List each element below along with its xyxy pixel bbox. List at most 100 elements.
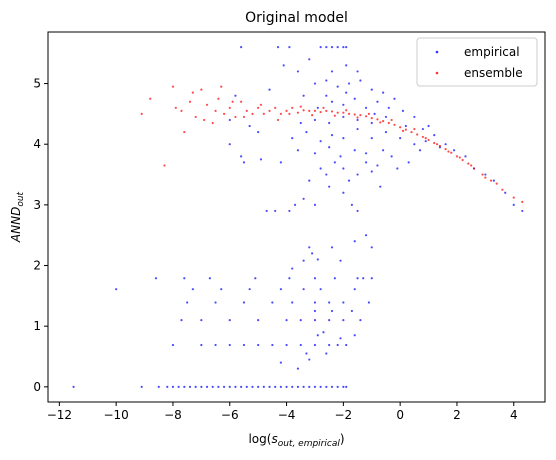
empirical-point xyxy=(194,385,197,388)
ensemble-point xyxy=(470,164,473,167)
empirical-point xyxy=(353,240,356,243)
empirical-point xyxy=(296,70,300,73)
empirical-point xyxy=(262,385,265,388)
y-axis-ticks: 0 1 2 3 4 5 xyxy=(33,77,48,394)
plot-frame xyxy=(47,31,546,403)
empirical-point xyxy=(339,337,342,340)
empirical-point xyxy=(453,149,456,152)
ensemble-point xyxy=(450,151,453,154)
empirical-point xyxy=(171,385,175,388)
empirical-point xyxy=(356,127,359,131)
empirical-point xyxy=(279,161,282,164)
ensemble-point xyxy=(222,112,226,115)
empirical-point xyxy=(257,343,260,347)
ensemble-point xyxy=(240,100,243,103)
empirical-point xyxy=(115,288,118,291)
ensemble-point xyxy=(203,118,206,122)
x-tick-label: 4 xyxy=(510,408,518,422)
ensemble-point xyxy=(370,117,373,120)
empirical-point xyxy=(288,209,291,213)
empirical-point xyxy=(407,161,410,164)
ensemble-point xyxy=(308,109,311,112)
empirical-point xyxy=(296,385,300,388)
empirical-point xyxy=(342,191,345,194)
empirical-point xyxy=(433,134,436,137)
ensemble-point xyxy=(421,135,424,139)
ensemble-point xyxy=(251,112,254,115)
empirical-point xyxy=(379,185,382,188)
empirical-point xyxy=(248,124,251,128)
ensemble-point xyxy=(521,200,524,203)
empirical-point xyxy=(166,385,169,388)
ensemble-point xyxy=(188,100,192,103)
empirical-point xyxy=(259,158,263,161)
empirical-point xyxy=(316,106,319,109)
ensemble-point xyxy=(416,133,419,136)
empirical-point xyxy=(356,277,359,280)
empirical-point xyxy=(228,343,231,347)
empirical-point xyxy=(217,385,220,388)
empirical-point xyxy=(364,152,368,155)
empirical-point xyxy=(330,100,334,103)
ensemble-point xyxy=(296,111,300,114)
empirical-point xyxy=(274,209,277,213)
empirical-point xyxy=(370,277,373,280)
x-axis-ticks: −12 −10 −8 −6 −4 −2 0 2 4 xyxy=(47,402,518,422)
empirical-point xyxy=(370,121,373,125)
empirical-point xyxy=(325,385,328,388)
empirical-point xyxy=(359,319,362,322)
empirical-point xyxy=(364,234,368,237)
empirical-point xyxy=(279,385,282,388)
x-axis-label: log(sout, empirical) xyxy=(248,432,344,449)
empirical-point xyxy=(316,258,319,261)
empirical-point xyxy=(521,209,524,213)
ensemble-point xyxy=(183,130,186,134)
x-tick-label: −10 xyxy=(103,408,128,422)
empirical-point xyxy=(421,127,424,131)
empirical-point xyxy=(418,149,422,152)
empirical-point xyxy=(325,352,328,355)
empirical-point xyxy=(330,246,334,249)
ensemble-point xyxy=(399,126,402,129)
empirical-point xyxy=(302,94,305,97)
empirical-point xyxy=(356,209,359,213)
empirical-point xyxy=(356,173,359,176)
empirical-point xyxy=(413,115,416,119)
empirical-point xyxy=(336,385,339,388)
ensemble-point xyxy=(322,106,325,109)
empirical-point xyxy=(393,97,396,100)
x-axis-label-var: s xyxy=(271,432,277,446)
empirical-point xyxy=(313,301,317,304)
ensemble-point xyxy=(299,105,302,108)
empirical-point xyxy=(234,385,237,388)
empirical-point xyxy=(265,209,268,213)
empirical-point xyxy=(200,319,203,322)
y-axis-label: ANNDout xyxy=(9,191,26,243)
empirical-point xyxy=(313,343,317,347)
empirical-point xyxy=(305,352,308,355)
empirical-point xyxy=(345,64,348,67)
ensemble-point xyxy=(217,97,220,100)
empirical-point xyxy=(362,277,365,280)
empirical-point xyxy=(308,58,311,61)
ensemble-point xyxy=(413,127,416,131)
empirical-point xyxy=(364,161,368,164)
ensemble-point xyxy=(214,109,217,112)
points-layer xyxy=(72,46,524,388)
y-axis-label-sub: out xyxy=(16,191,26,206)
empirical-point xyxy=(330,134,334,137)
empirical-point xyxy=(240,46,243,49)
empirical-point xyxy=(285,385,288,388)
empirical-point xyxy=(242,161,246,164)
empirical-point xyxy=(302,197,305,200)
empirical-point xyxy=(291,137,294,140)
empirical-point xyxy=(308,385,311,388)
ensemble-point xyxy=(205,103,209,106)
empirical-point xyxy=(384,130,388,134)
ensemble-point xyxy=(171,85,175,88)
empirical-point xyxy=(313,118,317,122)
empirical-point xyxy=(180,319,183,322)
empirical-point xyxy=(401,109,405,112)
empirical-point xyxy=(214,301,217,304)
empirical-point xyxy=(296,367,300,370)
